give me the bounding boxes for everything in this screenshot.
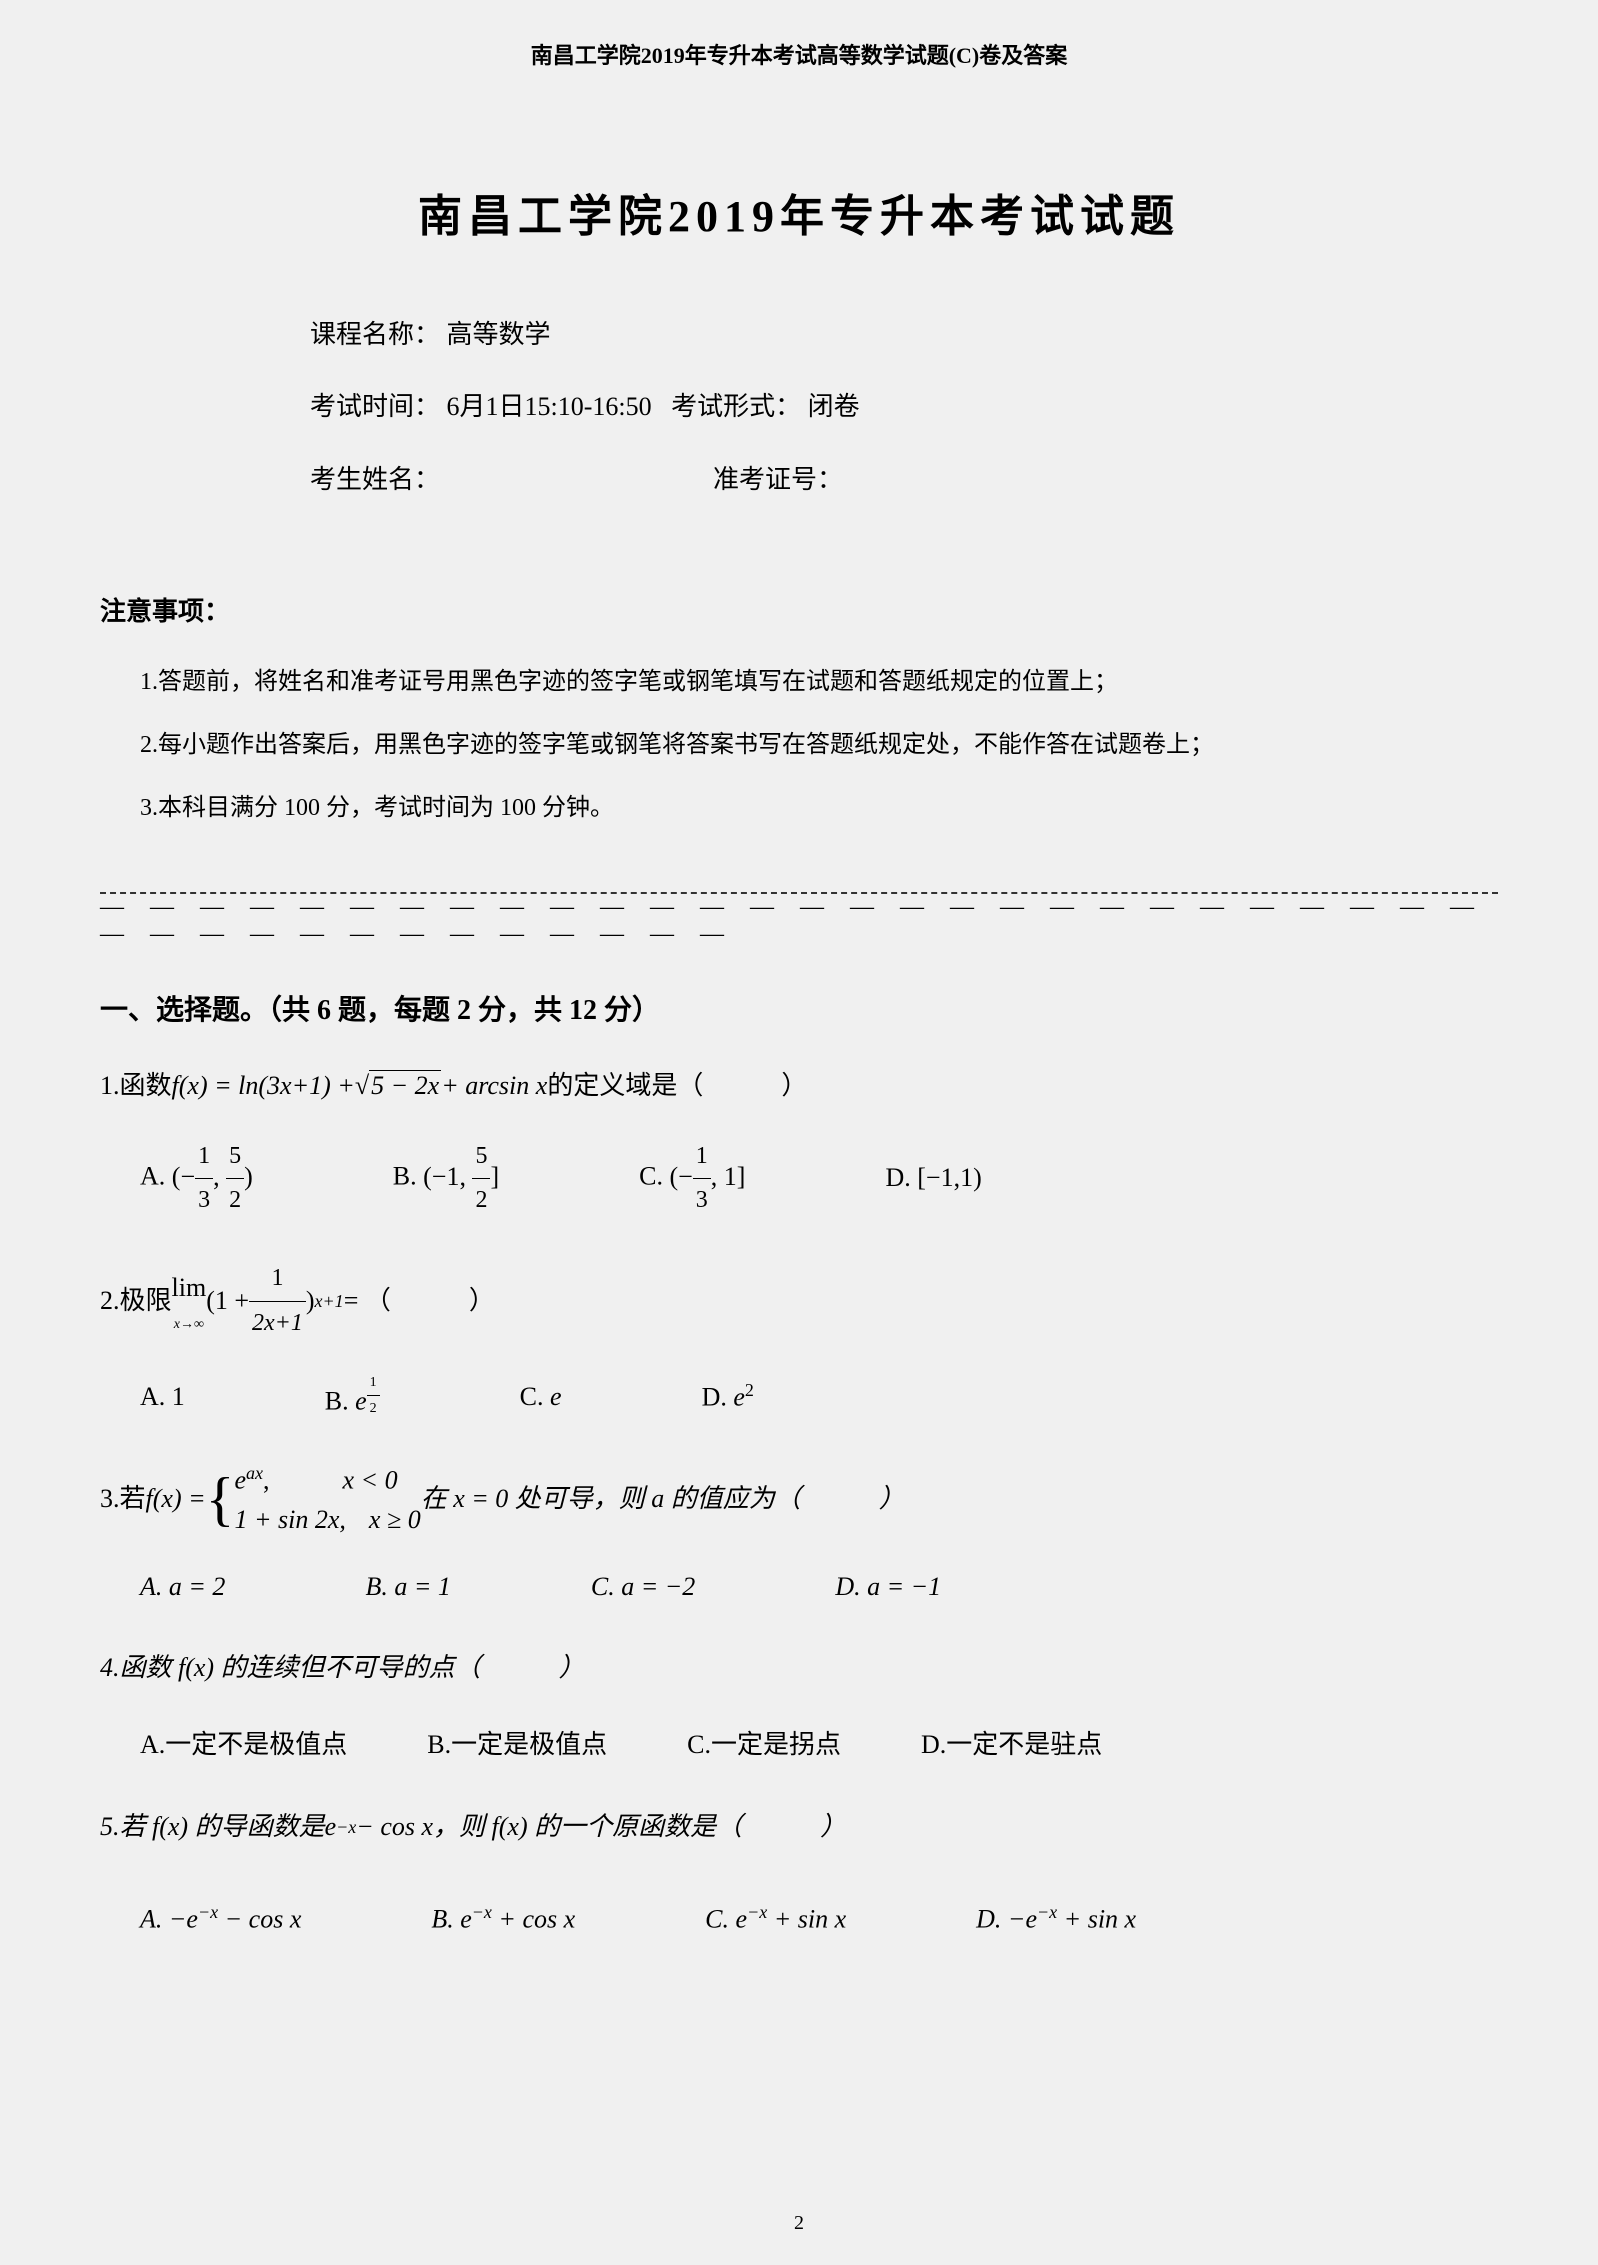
q2-frac-num: 1 bbox=[249, 1257, 306, 1301]
q1-opt-b: B. (−1, 52] bbox=[393, 1135, 499, 1222]
question-5: 5.若 f(x) 的导函数是 e−x − cos x ，则 f(x) 的一个原函… bbox=[100, 1804, 1498, 1943]
name-label: 考生姓名： bbox=[310, 465, 440, 494]
question-2: 2.极限 lim x→∞ (1 + 1 2x+1 )x+1 = （ ） A. 1… bbox=[100, 1257, 1498, 1425]
q1-opt-c: C. (−13, 1] bbox=[639, 1135, 745, 1222]
q5-opt-d: D. −e−x + sin x bbox=[976, 1896, 1136, 1943]
q3-opt-d: D. a = −1 bbox=[835, 1564, 941, 1611]
q5-opt-c: C. e−x + sin x bbox=[705, 1896, 846, 1943]
main-title: 南昌工学院2019年专升本考试试题 bbox=[100, 180, 1498, 244]
q4-opt-b: B.一定是极值点 bbox=[427, 1722, 607, 1769]
content-area: 南昌工学院2019年专升本考试试题 课程名称： 高等数学 考试时间： 6月1日1… bbox=[0, 180, 1598, 1943]
exam-info: 课程名称： 高等数学 考试时间： 6月1日15:10-16:50 考试形式： 闭… bbox=[310, 304, 1498, 511]
q2-expr-l: (1 + bbox=[206, 1278, 249, 1325]
form-value: 闭卷 bbox=[808, 392, 860, 421]
q3-prefix: 3.若 bbox=[100, 1476, 146, 1523]
q2-opt-a: A. 1 bbox=[140, 1374, 185, 1421]
q4-opt-c: C.一定是拐点 bbox=[687, 1722, 841, 1769]
q1-prefix: 1.函数 bbox=[100, 1063, 172, 1110]
q4-opt-d: D.一定不是驻点 bbox=[921, 1722, 1102, 1769]
section-title: 一、选择题。（共 6 题，每题 2 分，共 12 分） bbox=[100, 988, 1498, 1028]
notice-item: 1.答题前，将姓名和准考证号用黑色字迹的签字笔或钢笔填写在试题和答题纸规定的位置… bbox=[140, 658, 1498, 706]
question-3: 3.若 f(x) = { eax, x < 0 1 + sin 2x, x ≥ … bbox=[100, 1460, 1498, 1610]
q3-fx: f(x) = bbox=[146, 1476, 206, 1523]
q4-opt-a: A.一定不是极值点 bbox=[140, 1722, 347, 1769]
question-4: 4.函数 f(x) 的连续但不可导的点（ ） A.一定不是极值点 B.一定是极值… bbox=[100, 1645, 1498, 1769]
q2-opt-b: B. e12 bbox=[325, 1370, 380, 1425]
id-label: 准考证号： bbox=[713, 465, 843, 494]
q3-opt-a: A. a = 2 bbox=[140, 1564, 225, 1611]
q1-suffix: 的定义域是（ ） bbox=[547, 1063, 807, 1110]
notice-item: 3.本科目满分 100 分，考试时间为 100 分钟。 bbox=[140, 784, 1498, 832]
notice-item: 2.每小题作出答案后，用黑色字迹的签字笔或钢笔将答案书写在答题纸规定处，不能作答… bbox=[140, 721, 1498, 769]
q2-lim-sub: x→∞ bbox=[172, 1312, 207, 1337]
q3-opt-c: C. a = −2 bbox=[591, 1564, 695, 1611]
q2-exp: x+1 bbox=[315, 1285, 344, 1317]
q2-frac-den: 2x+1 bbox=[249, 1302, 306, 1345]
page-number: 2 bbox=[794, 2212, 804, 2235]
page-header: 南昌工学院2019年专升本考试高等数学试题(C)卷及答案 bbox=[0, 0, 1598, 70]
q5-prefix: 5.若 f(x) 的导函数是 bbox=[100, 1804, 325, 1851]
q1-arcsin: + arcsin x bbox=[441, 1063, 547, 1110]
question-1: 1.函数 f(x) = ln(3x+1) + √5 − 2x + arcsin … bbox=[100, 1063, 1498, 1222]
q4-text: 4.函数 f(x) 的连续但不可导的点（ ） bbox=[100, 1645, 585, 1692]
q2-opt-c: C. e bbox=[520, 1374, 562, 1421]
q3-mid: 在 x = 0 处可导，则 a 的值应为（ ） bbox=[421, 1476, 905, 1523]
q5-opt-b: B. e−x + cos x bbox=[431, 1896, 575, 1943]
divider: — — — — — — — — — — — — — — — — — — — — … bbox=[100, 892, 1498, 948]
q2-expr-r: ) bbox=[306, 1278, 315, 1325]
course-label: 课程名称： bbox=[310, 320, 440, 349]
q1-opt-d: D. [−1,1) bbox=[885, 1155, 981, 1202]
q2-suffix: = （ ） bbox=[344, 1278, 495, 1325]
q2-lim: lim bbox=[172, 1265, 207, 1312]
q5-opt-a: A. −e−x − cos x bbox=[140, 1896, 301, 1943]
notice-list: 1.答题前，将姓名和准考证号用黑色字迹的签字笔或钢笔填写在试题和答题纸规定的位置… bbox=[100, 658, 1498, 832]
q1-opt-a: A. (−13, 52) bbox=[140, 1135, 253, 1222]
form-label: 考试形式： bbox=[671, 392, 801, 421]
notice-title: 注意事项： bbox=[100, 591, 1498, 628]
q2-opt-d: D. e2 bbox=[702, 1374, 754, 1421]
q1-fx: f(x) = ln(3x+1) + bbox=[172, 1063, 355, 1110]
q1-sqrt: 5 − 2x bbox=[371, 1071, 439, 1100]
course-value: 高等数学 bbox=[447, 320, 551, 349]
time-value: 6月1日15:10-16:50 bbox=[447, 392, 652, 421]
time-label: 考试时间： bbox=[310, 392, 440, 421]
q3-opt-b: B. a = 1 bbox=[365, 1564, 450, 1611]
q2-prefix: 2.极限 bbox=[100, 1278, 172, 1325]
q5-suffix: ，则 f(x) 的一个原函数是（ ） bbox=[433, 1804, 846, 1851]
